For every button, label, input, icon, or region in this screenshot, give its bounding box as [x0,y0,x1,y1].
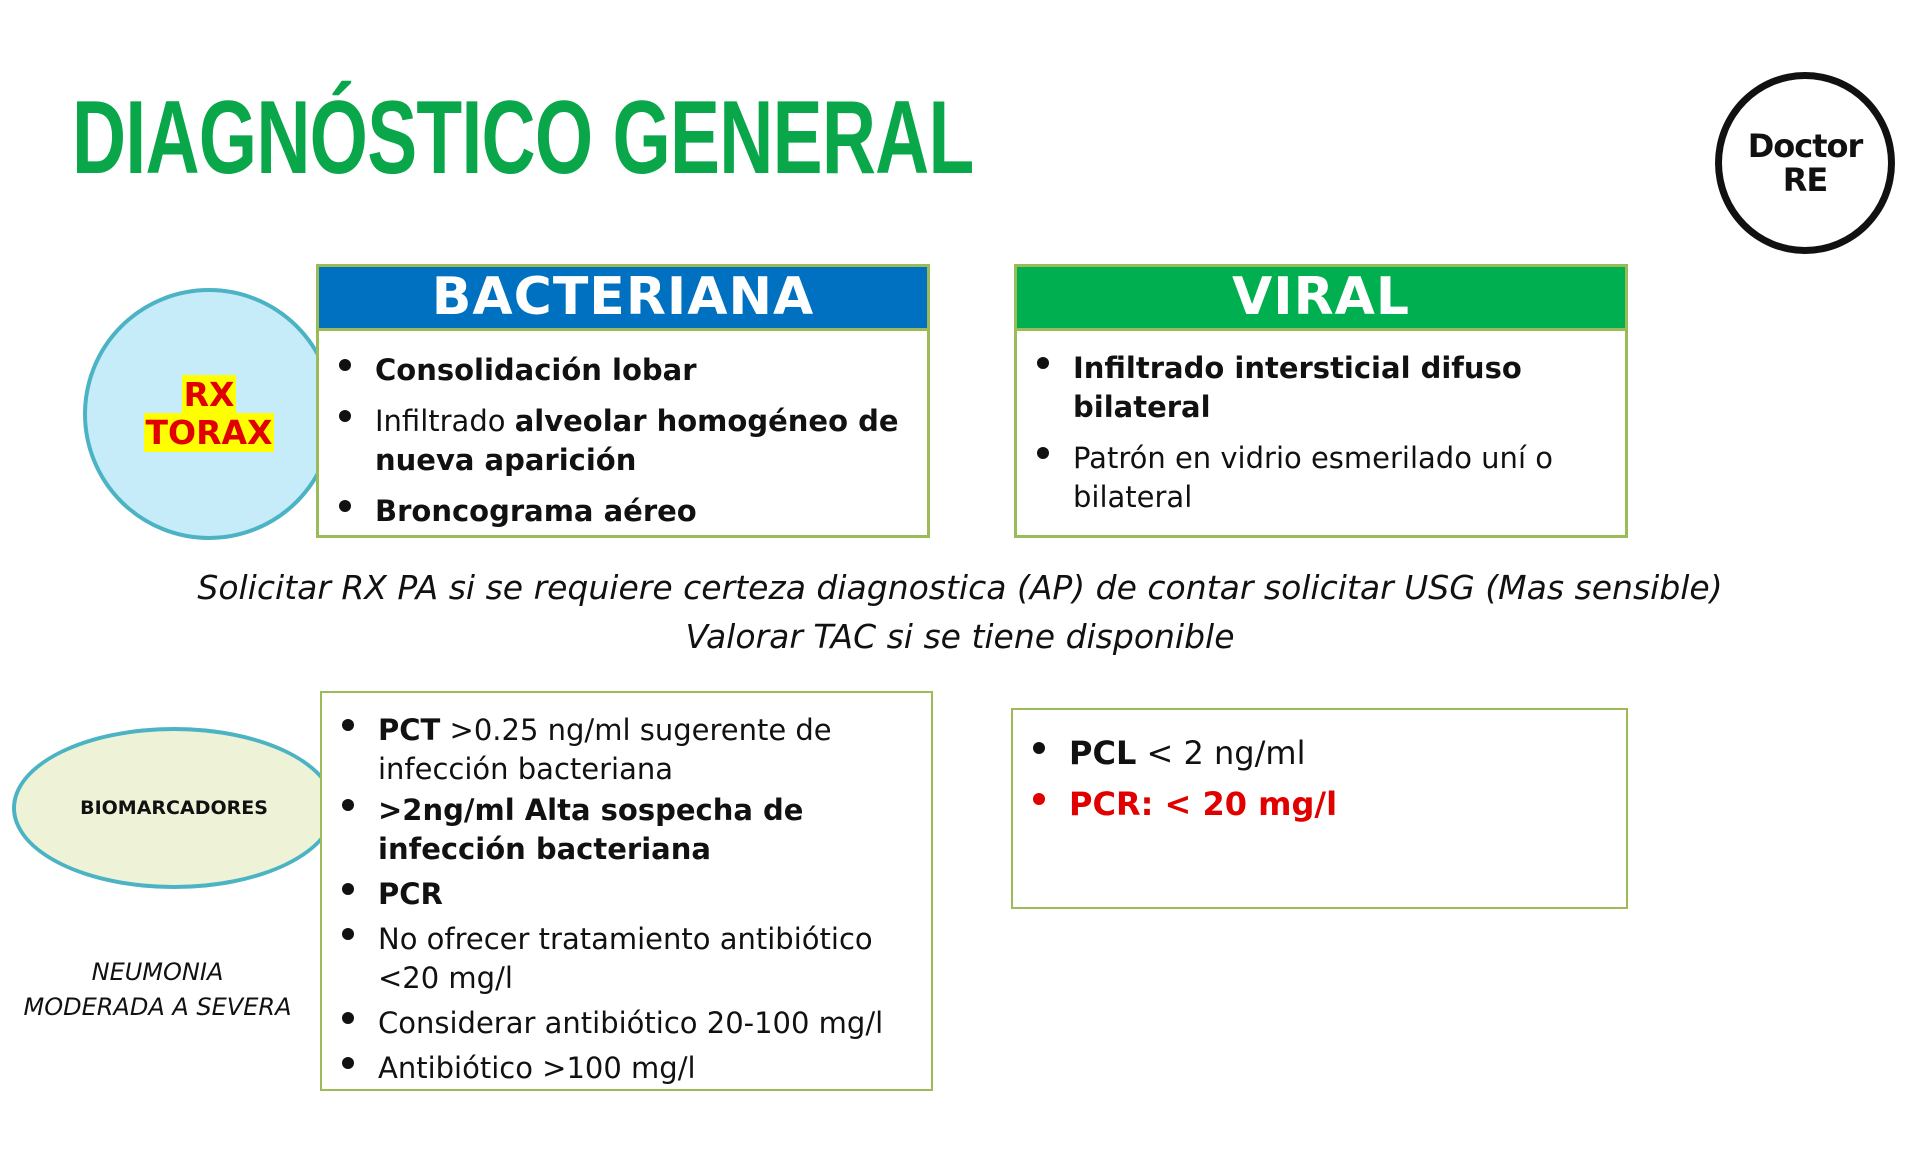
biomarcadores-label: BIOMARCADORES [80,797,268,819]
list-item: Consolidación lobar [319,351,927,390]
doctor-re-logo: Doctor RE [1715,72,1895,254]
list-item: PCL < 2 ng/ml [1013,734,1626,773]
list-item: PCR: < 20 mg/l [1013,785,1626,824]
rx-torax-circle: RX TORAX [83,288,335,540]
list-item: PCT >0.25 ng/ml sugerente de infección b… [322,711,901,789]
list-item: Broncograma aéreo [319,492,927,531]
list-item: Infiltrado alveolar homogéneo de nueva a… [319,402,927,480]
logo-line1: Doctor [1747,127,1864,165]
viral-box: VIRAL Infiltrado intersticial difuso bil… [1014,264,1628,538]
bacterial-biomarkers-box: PCT >0.25 ng/ml sugerente de infección b… [320,691,933,1091]
viral-biomarkers-box: PCL < 2 ng/ml PCR: < 20 mg/l [1011,708,1628,909]
viral-header: VIRAL [1017,267,1625,331]
torax-label: TORAX [143,413,275,452]
list-item: Antibiótico >100 mg/l [322,1049,901,1088]
note-line-1: Solicitar RX PA si se requiere certeza d… [197,568,1723,607]
list-item: PCR [322,875,901,914]
list-item: Considerar antibiótico 20-100 mg/l [322,1004,901,1043]
page-title: DIAGNÓSTICO GENERAL [72,80,974,196]
bacteriana-header: BACTERIANA [319,267,927,331]
list-item: >2ng/ml Alta sospecha de infección bacte… [322,791,901,869]
list-item: Infiltrado intersticial difuso bilateral [1017,349,1585,427]
rx-label: RX [181,375,237,414]
list-item: Patrón en vidrio esmerilado uní o bilate… [1017,439,1585,517]
bacteriana-box: BACTERIANA Consolidación lobar Infiltrad… [316,264,930,538]
neumonia-label: NEUMONIA MODERADA A SEVERA [23,958,292,1021]
list-item: No ofrecer tratamiento antibiótico <20 m… [322,920,901,998]
logo-line2: RE [1782,161,1828,199]
note-line-2: Valorar TAC si se tiene disponible [685,617,1235,656]
biomarcadores-ellipse: BIOMARCADORES [12,727,336,889]
